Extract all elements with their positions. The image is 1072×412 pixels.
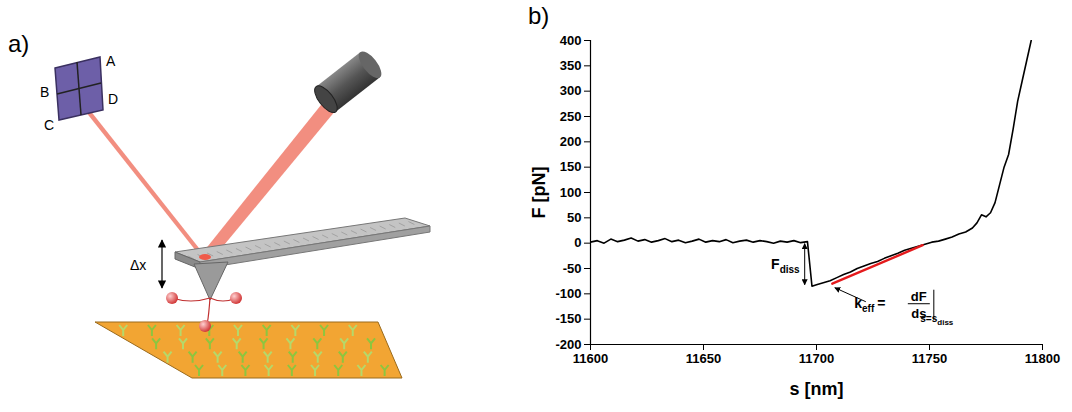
svg-text:250: 250 bbox=[560, 109, 582, 124]
svg-text:dF: dF bbox=[911, 289, 927, 304]
svg-text:300: 300 bbox=[560, 83, 582, 98]
svg-text:F [pN]: F [pN] bbox=[529, 167, 549, 219]
svg-text:-50: -50 bbox=[563, 261, 582, 276]
svg-text:-150: -150 bbox=[555, 311, 581, 326]
svg-text:400: 400 bbox=[560, 33, 582, 48]
svg-text:B: B bbox=[40, 84, 49, 100]
svg-text:350: 350 bbox=[560, 58, 582, 73]
svg-text:150: 150 bbox=[560, 159, 582, 174]
svg-text:keff=: keff= bbox=[854, 295, 885, 314]
svg-text:11650: 11650 bbox=[686, 351, 721, 366]
svg-text:C: C bbox=[44, 117, 54, 133]
svg-text:-200: -200 bbox=[555, 337, 581, 352]
svg-text:ds: ds bbox=[911, 305, 927, 321]
svg-text:200: 200 bbox=[560, 134, 582, 149]
svg-text:D: D bbox=[108, 91, 118, 107]
svg-text:-100: -100 bbox=[555, 286, 581, 301]
html-text:b): b) bbox=[528, 2, 550, 29]
svg-text:0: 0 bbox=[574, 235, 581, 250]
svg-text:Fdiss: Fdiss bbox=[771, 256, 800, 275]
svg-text:a): a) bbox=[8, 30, 29, 57]
svg-text:11600: 11600 bbox=[573, 351, 608, 366]
svg-text:11800: 11800 bbox=[1025, 351, 1060, 366]
svg-text:Δx: Δx bbox=[130, 257, 146, 273]
svg-text:s [nm]: s [nm] bbox=[790, 379, 844, 399]
svg-text:50: 50 bbox=[567, 210, 581, 225]
svg-text:A: A bbox=[106, 53, 116, 69]
svg-text:11750: 11750 bbox=[912, 351, 947, 366]
svg-text:100: 100 bbox=[560, 185, 582, 200]
svg-text:s=sdiss: s=sdiss bbox=[920, 313, 954, 327]
svg-text:11700: 11700 bbox=[799, 351, 834, 366]
